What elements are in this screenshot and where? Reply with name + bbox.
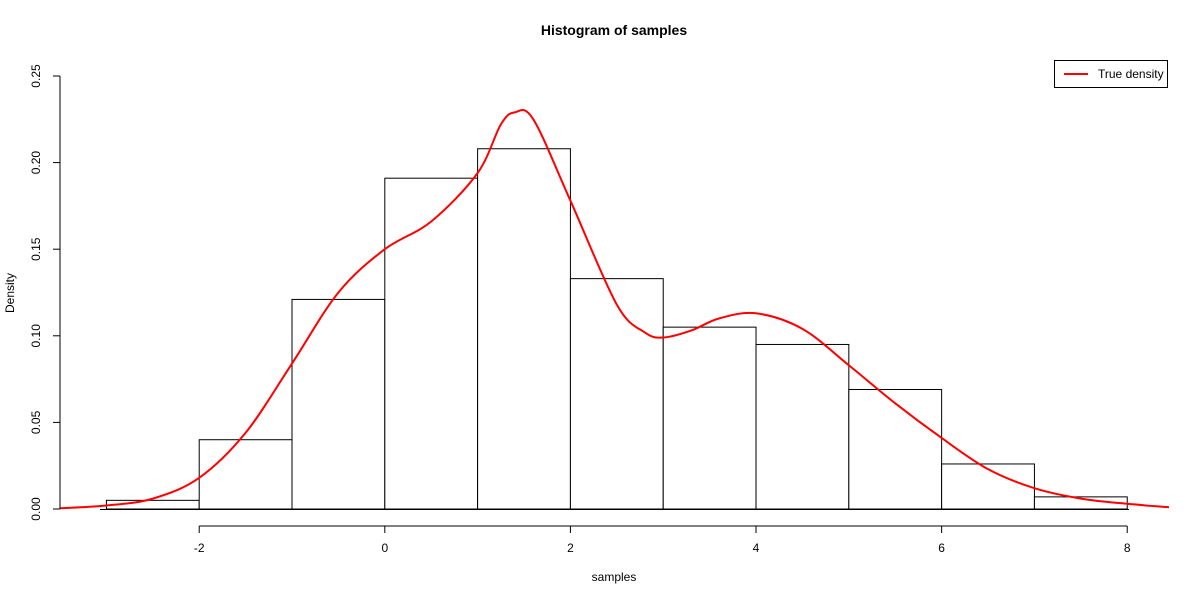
chart-title: Histogram of samples — [541, 22, 687, 38]
true-density-curve — [59, 109, 1170, 510]
x-axis-label: samples — [592, 570, 637, 584]
histogram-bar-7 — [755, 343, 850, 510]
x-tick-label-2: 2 — [567, 541, 574, 555]
legend-label-true-density: True density — [1098, 67, 1164, 81]
x-axis: -2 0 2 4 6 8 — [194, 525, 1131, 555]
histogram-bar-2 — [291, 298, 386, 510]
histogram-bar-6 — [662, 326, 757, 510]
y-tick-label-4: 0.20 — [29, 151, 43, 175]
x-tick-label-3: 4 — [753, 541, 760, 555]
y-tick-label-2: 0.10 — [29, 324, 43, 348]
x-tick-label-1: 0 — [381, 541, 388, 555]
y-tick-label-1: 0.05 — [29, 410, 43, 434]
y-tick-label-0: 0.00 — [29, 497, 43, 521]
x-tick-label-0: -2 — [194, 541, 205, 555]
histogram-bar-8 — [848, 388, 943, 510]
histogram-bar-9 — [941, 463, 1035, 510]
legend: True density — [1054, 60, 1168, 88]
histogram-bars — [105, 148, 1128, 510]
histogram-bar-3 — [384, 177, 479, 510]
histogram-bar-5 — [569, 278, 664, 510]
x-tick-label-5: 8 — [1124, 541, 1131, 555]
y-tick-label-5: 0.25 — [29, 64, 43, 88]
y-axis: 0.00 0.05 0.10 0.15 0.20 0.25 — [29, 64, 61, 521]
x-tick-label-4: 6 — [938, 541, 945, 555]
y-tick-label-3: 0.15 — [29, 237, 43, 261]
histogram-bar-4 — [477, 148, 571, 510]
histogram-bar-1 — [198, 439, 293, 510]
y-axis-label: Density — [3, 273, 17, 313]
